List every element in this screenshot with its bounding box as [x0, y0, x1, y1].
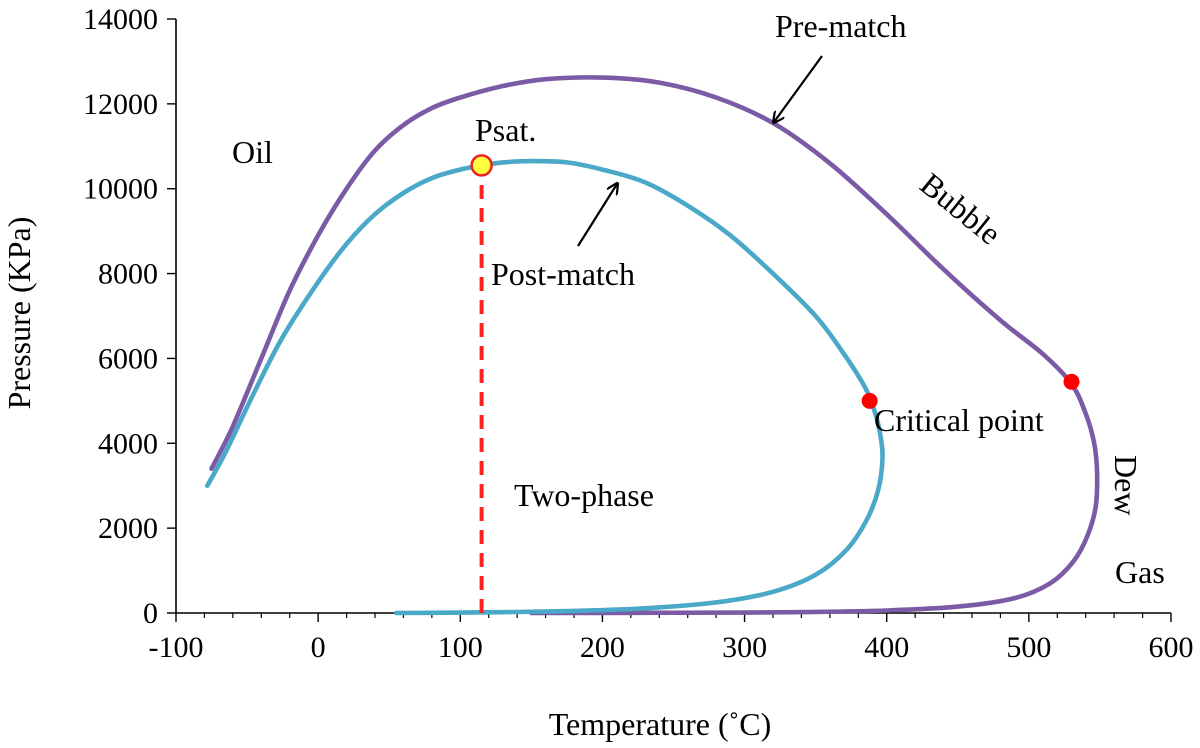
x-tick-label: 600	[1149, 631, 1194, 664]
label-dew: Dew	[1108, 455, 1144, 515]
x-tick-label: 500	[1006, 631, 1051, 664]
series-pre-match	[209, 75, 1100, 616]
marker-psat	[470, 154, 493, 177]
y-tick-label: 8000	[98, 258, 158, 291]
x-tick-label: 300	[722, 631, 767, 664]
axes: -100 0 100 200 300 400 500 600 0200040006000800…	[83, 3, 1194, 664]
marker-critical-point-pre-match	[1063, 373, 1080, 390]
y-tick-label: 10000	[83, 173, 158, 206]
x-tick-label: 400	[864, 631, 909, 664]
label-bubble: Bubble	[914, 165, 1008, 251]
label-post-match: Post-match	[491, 256, 635, 292]
x-tick-label: 200	[580, 631, 625, 664]
annotation-layer: Pre-match Oil Psat. Bubble Post-match Cr…	[232, 8, 1165, 590]
y-ticks: 0 2000 4000 6000 8000 10000 12000 14000	[83, 3, 176, 630]
arrow-post-match	[577, 184, 617, 247]
label-pre-match: Pre-match	[775, 8, 907, 44]
arrow-pre-match	[774, 55, 823, 122]
x-tick-label: 100	[438, 631, 483, 664]
y-tick-label: 4000	[98, 427, 158, 460]
label-oil: Oil	[232, 134, 273, 170]
y-tick-label: 2000	[98, 512, 158, 545]
x-tick-label: 0	[311, 631, 326, 664]
marker-critical-point-post-match	[861, 392, 878, 409]
x-ticks: -100 0 100 200 300 400 500 600	[149, 613, 1194, 664]
label-critical-point: Critical point	[874, 402, 1044, 438]
y-tick-label: 6000	[98, 342, 158, 375]
label-psat: Psat.	[475, 112, 536, 148]
series-layer	[205, 75, 1100, 616]
y-tick-label: 12000	[83, 88, 158, 121]
y-tick-label: 0	[143, 597, 158, 630]
series-post-match	[205, 158, 885, 616]
y-axis-title: Pressure (KPa)	[1, 217, 37, 410]
x-tick-label: -100	[149, 631, 204, 664]
label-gas: Gas	[1115, 554, 1165, 590]
label-two-phase: Two-phase	[514, 477, 654, 513]
x-axis-title: Temperature (˚C)	[549, 706, 772, 742]
marker-layer	[470, 154, 1080, 409]
y-tick-label: 14000	[83, 3, 158, 36]
